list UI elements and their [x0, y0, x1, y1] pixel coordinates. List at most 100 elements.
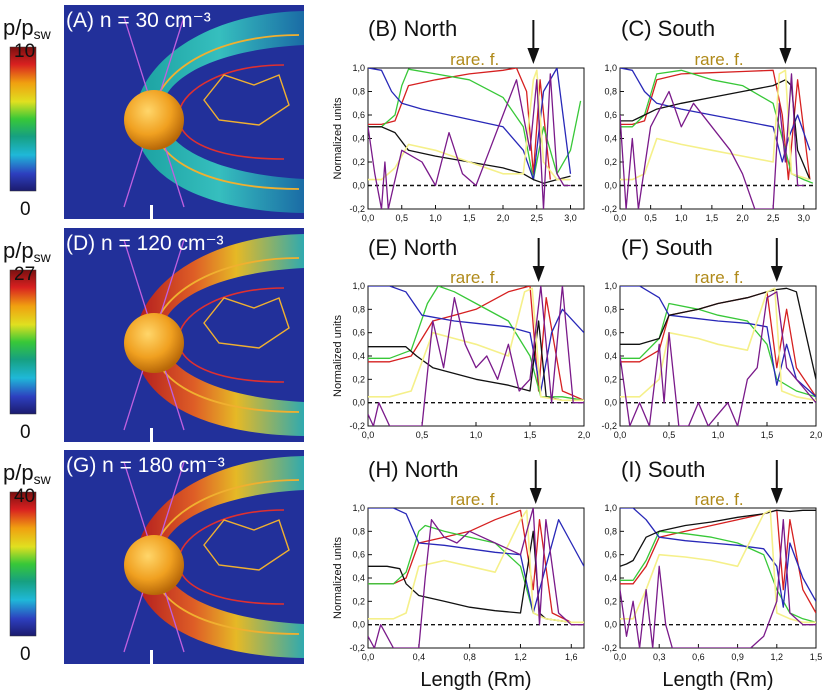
xtick-label: 0,9	[731, 652, 744, 662]
series-red	[368, 509, 584, 623]
series-green	[620, 530, 816, 623]
ytick-label: 0,8	[604, 526, 617, 536]
map-title: (A) n = 30 cm⁻³	[66, 9, 211, 32]
ytick-label: 0,0	[352, 181, 365, 191]
xtick-label: 1,5	[761, 430, 774, 440]
series-yellow	[368, 509, 584, 624]
ytick-label: -0,2	[349, 643, 365, 653]
ytick-label: 0,6	[604, 328, 617, 338]
ytick-label: 0,0	[604, 398, 617, 408]
plot-frame	[367, 285, 585, 427]
series-black	[368, 126, 571, 184]
colorbar-min: 0	[20, 644, 31, 665]
series-purple	[620, 291, 816, 426]
series-blue	[368, 286, 584, 392]
ytick-label: 0,8	[604, 304, 617, 314]
ytick-label: 1,0	[604, 63, 617, 73]
series-red	[368, 68, 551, 180]
planet	[124, 313, 184, 373]
xtick-label: 1,5	[810, 652, 823, 662]
chart-title: (E) North	[368, 235, 457, 260]
xtick-label: 1,6	[565, 652, 578, 662]
series-yellow	[368, 69, 571, 181]
xtick-label: 1,5	[706, 213, 719, 223]
xtick-label: 1,0	[470, 430, 483, 440]
magnetosheath	[134, 456, 304, 658]
xtick-label: 0,0	[614, 430, 627, 440]
xtick-label: 2,0	[736, 213, 749, 223]
colorbar-max: 10	[14, 41, 35, 62]
series-black	[368, 320, 584, 401]
ytick-label: 0,4	[352, 573, 365, 583]
ytick-label: 0,2	[352, 157, 365, 167]
ytick-label: 0,6	[604, 110, 617, 120]
xtick-label: 1,5	[463, 213, 476, 223]
xtick-label: 0,5	[395, 213, 408, 223]
series-purple	[368, 73, 571, 209]
xtick-label: 2,5	[767, 213, 780, 223]
series-yellow	[368, 287, 584, 402]
ytick-label: 0,4	[604, 134, 617, 144]
ytick-label: 0,6	[352, 550, 365, 560]
series-yellow	[620, 69, 811, 181]
x-axis-label: Length (Rm)	[420, 669, 531, 691]
chart-title: (B) North	[368, 16, 457, 41]
ytick-label: 0,6	[352, 328, 365, 338]
colorbar-label-sub: sw	[34, 26, 52, 42]
ytick-label: 0,8	[352, 526, 365, 536]
contour-tail	[203, 297, 290, 349]
ytick-label: 0,8	[352, 304, 365, 314]
xtick-label: 0,0	[362, 652, 375, 662]
rarefaction-label: rare. f.	[450, 268, 499, 287]
ytick-label: -0,2	[349, 204, 365, 214]
series-purple	[620, 73, 804, 209]
series-green	[368, 286, 584, 401]
rarefaction-label: rare. f.	[694, 268, 743, 287]
xtick-label: 2,5	[530, 213, 543, 223]
ytick-label: 0,2	[604, 374, 617, 384]
xtick-label: 2,0	[578, 430, 591, 440]
ytick-label: 0,4	[352, 351, 365, 361]
series-red	[620, 69, 811, 181]
colorbar-max: 27	[14, 264, 35, 285]
xtick-label: 1,2	[771, 652, 784, 662]
chart-title: (H) North	[368, 457, 458, 482]
magnetosheath	[134, 234, 304, 436]
ytick-label: 1,0	[604, 281, 617, 291]
series-yellow	[620, 287, 816, 402]
arrow-head	[770, 488, 783, 504]
chart-title: (I) South	[621, 457, 705, 482]
colorbar-min: 0	[20, 199, 31, 220]
chart-title: (C) South	[621, 16, 715, 41]
arrow-head	[770, 266, 783, 282]
ytick-label: -0,2	[349, 421, 365, 431]
contour-tail	[203, 519, 290, 571]
series-green	[368, 68, 582, 181]
magnetosheath	[134, 11, 304, 213]
map-title: (G) n = 180 cm⁻³	[66, 454, 225, 477]
ytick-label: 0,2	[352, 596, 365, 606]
arrow-head	[529, 488, 542, 504]
xtick-label: 3,0	[564, 213, 577, 223]
rarefaction-label: rare. f.	[450, 490, 499, 509]
xtick-label: 1,0	[712, 430, 725, 440]
series-purple	[620, 519, 816, 648]
series-green	[620, 302, 816, 398]
rarefaction-label: rare. f.	[694, 490, 743, 509]
ytick-label: 1,0	[604, 503, 617, 513]
xtick-label: 0,5	[416, 430, 429, 440]
rarefaction-label: rare. f.	[694, 50, 743, 69]
colorbar-min: 0	[20, 422, 31, 443]
y-axis-label: Normalized units	[332, 315, 344, 397]
xtick-label: 0,0	[362, 430, 375, 440]
xtick-label: 2,0	[810, 430, 823, 440]
ytick-label: 0,0	[352, 398, 365, 408]
